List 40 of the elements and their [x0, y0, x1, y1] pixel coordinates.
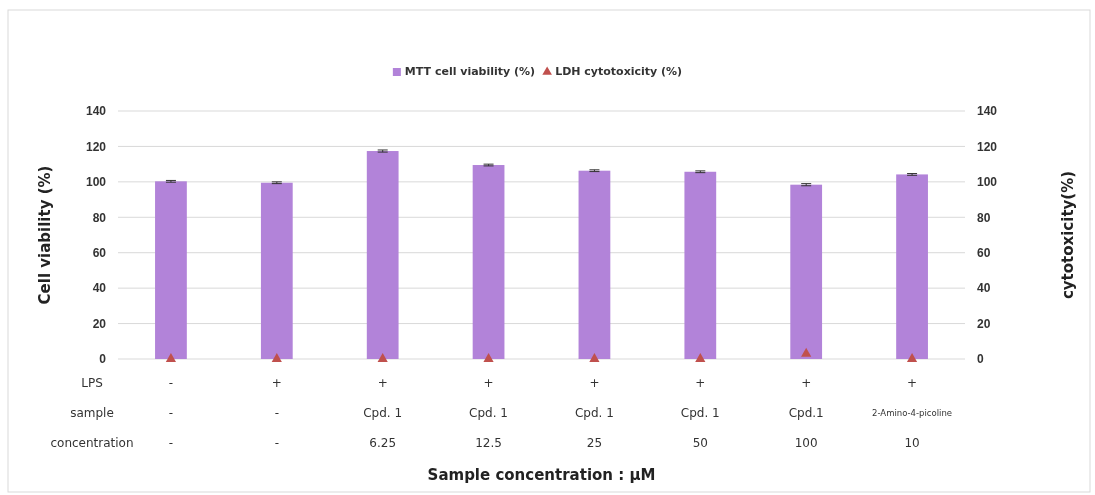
category-label: + Cpd. 1 50 [680, 375, 720, 450]
bar [578, 170, 611, 359]
y2-tick-label: 40 [977, 281, 991, 296]
y2-tick-label: 60 [977, 246, 991, 261]
legend-label: LDH cytotoxicity (%) [555, 65, 683, 78]
bar [155, 181, 187, 359]
category-label: + Cpd. 1 6.25 [363, 375, 403, 450]
y-tick-label: 40 [92, 281, 107, 296]
y-tick-label: 20 [92, 316, 107, 331]
y-tick-label: 140 [85, 104, 107, 119]
category-label: + 2-Amino-4-picoline 10 [872, 375, 953, 450]
category-label: + Cpd. 1 12.5 [469, 375, 509, 450]
text: sample [70, 405, 114, 420]
y-tick-label: 120 [85, 139, 107, 154]
category-label: + - - [271, 375, 282, 450]
y-tick-label: 60 [92, 246, 107, 261]
bar [366, 151, 399, 359]
y2-tick-label: 0 [977, 352, 984, 367]
y2-axis-title: cytotoxicity(%) [1058, 170, 1077, 300]
y2-tick-label: 140 [977, 104, 998, 119]
bar [790, 184, 823, 359]
text: concentration [50, 435, 134, 450]
category-label: + Cpd.1 100 [788, 375, 824, 450]
y2-tick-label: 80 [977, 210, 991, 225]
text: Sample concentration : μM [427, 465, 656, 484]
bar [260, 182, 293, 359]
y2-tick-label: 100 [977, 175, 998, 190]
y-tick-label: 80 [92, 210, 107, 225]
y-tick-label: 0 [99, 352, 107, 367]
y-tick-label: 100 [85, 175, 107, 190]
category-label: + Cpd. 1 25 [574, 375, 614, 450]
legend-label: MTT cell viability (%) [404, 65, 536, 78]
bar [472, 165, 505, 359]
y2-tick-label: 20 [977, 316, 991, 331]
bar [896, 174, 928, 359]
y2-tick-label: 120 [977, 139, 998, 154]
bar [684, 171, 717, 359]
category-label: - - - [168, 375, 174, 450]
y-axis-title: Cell viability (%) [35, 165, 54, 305]
text: LPS [81, 375, 103, 390]
